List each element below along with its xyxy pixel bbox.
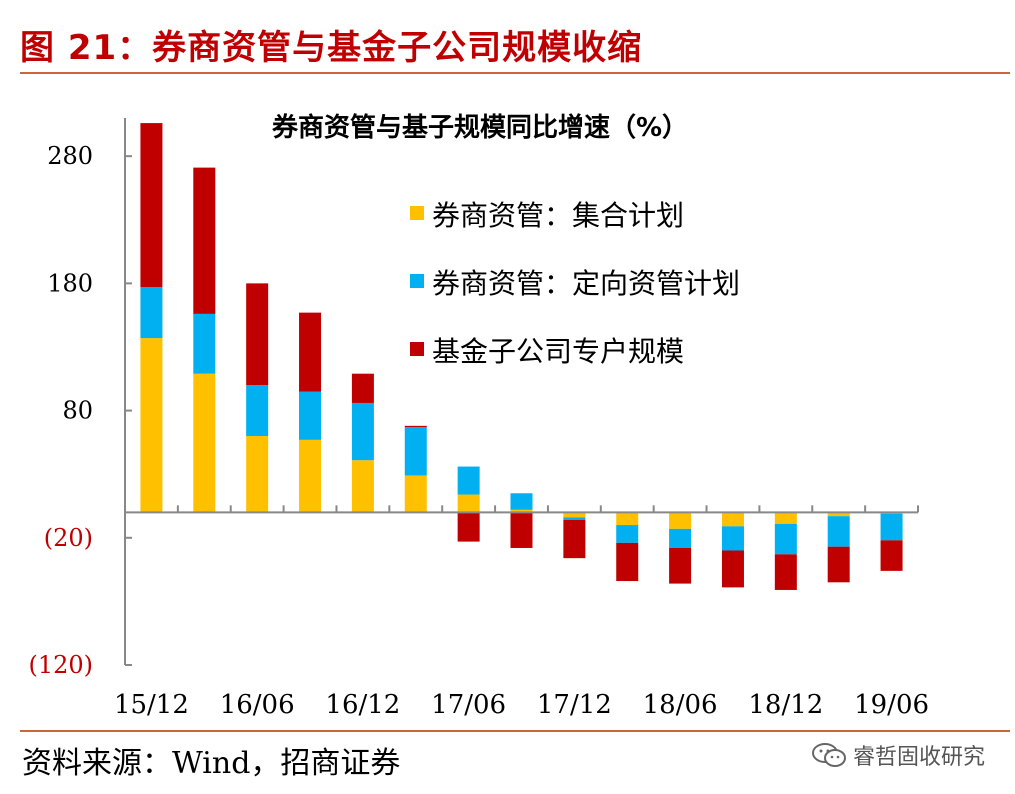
bar-18-03-s2 xyxy=(616,525,639,543)
y-tick-label: 80 xyxy=(62,397,93,425)
legend-label: 券商资管：集合计划 xyxy=(432,199,684,232)
bar-15-12-s2 xyxy=(140,287,163,339)
bar-16-06-s1 xyxy=(246,436,269,513)
bar-17-12-s2 xyxy=(563,517,586,520)
figure-title: 图 21：券商资管与基金子公司规模收缩 xyxy=(20,28,643,68)
watermark: 睿哲固收研究 xyxy=(811,735,985,775)
bar-16-09-s3 xyxy=(299,312,322,392)
legend-label: 基金子公司专户规模 xyxy=(432,335,684,368)
bar-18-09-s1 xyxy=(721,512,744,527)
bar-chart: 券商资管与基子规模同比增速（%） 280 180 80 (20) (120) 15/12 1… xyxy=(28,112,929,720)
bar-15-12-s3 xyxy=(140,123,163,288)
x-tick-label: 18/12 xyxy=(748,690,823,720)
y-tick-label: (20) xyxy=(44,524,93,552)
bar-18-12-s2 xyxy=(774,523,797,555)
y-tick-label: 280 xyxy=(47,142,93,170)
bar-17-06-s1 xyxy=(457,494,480,513)
bar-16-09-s2 xyxy=(299,391,322,440)
legend-swatch xyxy=(410,206,424,220)
bar-16-06-s2 xyxy=(246,385,269,437)
x-tick-label: 16/06 xyxy=(220,690,295,720)
y-tick-label: (120) xyxy=(28,651,93,679)
bar-16-03-s3 xyxy=(193,167,216,314)
bar-18-06-s2 xyxy=(669,528,692,548)
bar-18-03b-s1 xyxy=(827,512,850,517)
bar-17-09-s2 xyxy=(510,493,533,510)
legend-swatch xyxy=(410,342,424,356)
bar-18-06-s1 xyxy=(669,512,692,529)
legend-label: 券商资管：定向资管计划 xyxy=(432,267,740,300)
bar-16-03-s2 xyxy=(193,313,216,374)
bar-18-09-s2 xyxy=(721,526,744,551)
figure-header: 图 21：券商资管与基金子公司规模收缩 xyxy=(0,0,1015,78)
wechat-icon xyxy=(811,743,846,767)
bar-16-03-s1 xyxy=(193,373,216,513)
x-tick-label: 17/06 xyxy=(431,690,506,720)
x-tick-label: 16/12 xyxy=(325,690,400,720)
legend-swatch xyxy=(410,274,424,288)
x-tick-label: 19/06 xyxy=(854,690,929,720)
bar-17-12-s1 xyxy=(563,512,586,518)
bar-16-06-s3 xyxy=(246,283,269,386)
bar-18-12-s3 xyxy=(774,554,797,590)
bar-16-12-s2 xyxy=(351,402,374,461)
bar-17-09-s1 xyxy=(510,509,533,513)
bar-17-12-s3 xyxy=(563,519,586,559)
chart-title: 券商资管与基子规模同比增速（%） xyxy=(272,112,688,143)
bar-18-06-s3 xyxy=(669,547,692,584)
header-rule xyxy=(20,72,1010,74)
bar-18-09-s3 xyxy=(721,550,744,588)
x-tick-label: 17/12 xyxy=(537,690,612,720)
bar-17-03-s1 xyxy=(404,475,427,513)
plot-area: 280 180 80 (20) (120) 15/12 16/06 16/12 17/06 17/… xyxy=(28,118,929,720)
bar-18-03b-s3 xyxy=(827,546,850,583)
footer-rule xyxy=(20,730,1010,732)
bar-17-06-s3 xyxy=(457,512,480,542)
x-tick-label: 18/06 xyxy=(643,690,718,720)
bar-15-12-s1 xyxy=(140,338,163,513)
bar-16-12-s3 xyxy=(351,373,374,403)
bar-18-03-s1 xyxy=(616,512,639,526)
watermark-text: 睿哲固收研究 xyxy=(852,745,985,770)
x-tick-label: 15/12 xyxy=(114,690,189,720)
y-tick-label: 180 xyxy=(47,269,93,297)
bar-17-06-s2 xyxy=(457,466,480,495)
bar-18-03b-s2 xyxy=(827,516,850,547)
bar-17-09-s3 xyxy=(510,512,533,548)
bar-16-12-s1 xyxy=(351,460,374,513)
bar-19-06-s3 xyxy=(880,540,903,571)
bar-17-03-s2 xyxy=(404,427,427,476)
bar-16-09-s1 xyxy=(299,439,322,513)
bar-18-03-s3 xyxy=(616,542,639,582)
source-note: 资料来源：Wind，招商证券 xyxy=(22,746,401,781)
bar-18-12-s1 xyxy=(774,512,797,524)
bar-19-06-s2 xyxy=(880,513,903,541)
bar-17-03-s3 xyxy=(404,425,427,428)
